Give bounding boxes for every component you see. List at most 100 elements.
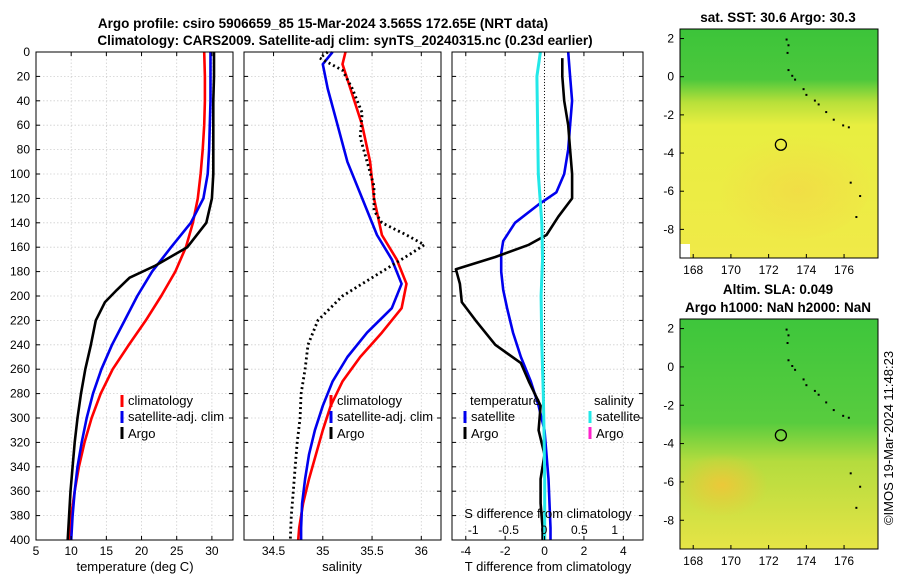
sst-map-nodata-block xyxy=(680,244,690,258)
difference-legend-temp-argo: Argo xyxy=(471,426,498,441)
m2-island-speck xyxy=(813,389,816,392)
m1-island-speck xyxy=(849,181,852,184)
m1-ytick-label: 2 xyxy=(667,32,674,46)
m2-island-speck xyxy=(817,393,820,396)
m1-island-speck xyxy=(859,195,862,198)
m1-island-speck xyxy=(855,216,858,219)
m2-island-speck xyxy=(842,414,845,417)
m1-island-speck xyxy=(786,51,789,54)
difference-legend-temp-satellite: satellite xyxy=(471,409,515,424)
p2-xtick-label: 36 xyxy=(415,544,429,558)
sla-map-frame xyxy=(679,318,879,550)
m1-ytick-label: -2 xyxy=(663,108,674,122)
difference-legend-salinity-title: salinity xyxy=(594,393,634,408)
depth-tick-label: 40 xyxy=(17,94,31,108)
depth-tick-label: 120 xyxy=(10,191,30,205)
p1-series-argo xyxy=(66,52,216,541)
m2-ytick-label: 2 xyxy=(667,322,674,336)
figure-title-line1: Argo profile: csiro 5906659_85 15-Mar-20… xyxy=(98,16,548,31)
salinity-panel: 34.5 35 35.5 36 salinity climatology satell… xyxy=(243,50,442,574)
difference-legend: temperature salinity satellite Argo sate… xyxy=(463,393,640,441)
temperature-xlabel: temperature (deg C) xyxy=(76,559,193,574)
depth-tick-label: 220 xyxy=(10,313,30,327)
difference-xlabel: T difference from climatology xyxy=(465,559,632,574)
p3-xtick-label: -4 xyxy=(460,544,471,558)
salinity-legend-satellite: satellite-adj. clim xyxy=(337,409,433,424)
m1-island-speck xyxy=(802,88,805,91)
m2-island-speck xyxy=(855,506,858,509)
depth-tick-label: 300 xyxy=(10,411,30,425)
m2-island-speck xyxy=(847,416,850,419)
difference-top-xtick-label: 1 xyxy=(611,523,618,537)
depth-tick-label: 400 xyxy=(10,533,30,547)
salinity-legend: climatology satellite-adj. clim Argo xyxy=(329,393,433,441)
m1-island-speck xyxy=(817,103,820,106)
m2-island-speck xyxy=(785,328,788,331)
depth-tick-label: 380 xyxy=(10,509,30,523)
sst-warm-patch xyxy=(710,130,870,240)
m2-island-speck xyxy=(832,409,835,412)
m2-island-speck xyxy=(794,368,797,371)
p2-xtick-label: 35.5 xyxy=(360,544,384,558)
m1-ytick-label: 0 xyxy=(667,70,674,84)
depth-tick-label: 160 xyxy=(10,240,30,254)
temperature-legend: climatology satellite-adj. clim Argo xyxy=(120,393,224,441)
m2-ytick-label: -8 xyxy=(663,513,674,527)
sla-argo-location-marker xyxy=(774,429,788,442)
m1-ytick-label: -8 xyxy=(663,222,674,236)
depth-tick-label: 340 xyxy=(10,460,30,474)
depth-tick-label: 200 xyxy=(10,289,30,303)
m2-island-speck xyxy=(791,365,794,367)
p1-xtick-label: 5 xyxy=(33,544,40,558)
depth-tick-label: 100 xyxy=(10,167,30,181)
difference-top-xtick-label: -0.5 xyxy=(498,523,519,537)
m2-island-speck xyxy=(786,342,789,344)
p3-xtick-label: -2 xyxy=(500,544,511,558)
m1-ytick-label: -4 xyxy=(663,146,674,160)
p1-xtick-label: 20 xyxy=(135,544,149,558)
temperature-legend-argo: Argo xyxy=(128,426,155,441)
p2-xtick-label: 35 xyxy=(316,544,330,558)
m1-island-speck xyxy=(794,78,797,81)
m2-xtick-label: 174 xyxy=(796,554,816,568)
sla-map-subtitle: Argo h1000: NaN h2000: NaN xyxy=(685,300,871,315)
difference-top-xtick-label: 0.5 xyxy=(571,523,588,537)
m1-xtick-label: 170 xyxy=(721,263,741,277)
m2-ytick-label: -2 xyxy=(663,398,674,412)
m1-island-speck xyxy=(787,44,790,47)
depth-tick-label: 320 xyxy=(10,435,30,449)
m2-island-speck xyxy=(787,334,790,337)
p1-xtick-label: 15 xyxy=(100,544,114,558)
m2-island-speck xyxy=(825,401,828,404)
depth-tick-label: 360 xyxy=(10,484,30,498)
m1-island-speck xyxy=(787,69,790,72)
p3-xtick-label: 4 xyxy=(620,544,627,558)
m2-island-speck xyxy=(802,378,805,381)
m2-ytick-label: 0 xyxy=(667,360,674,374)
sla-map-islands xyxy=(785,328,862,509)
difference-legend-sal-satellite: satellite xyxy=(596,409,640,424)
depth-tick-label: 240 xyxy=(10,338,30,352)
depth-tick-label: 60 xyxy=(17,118,31,132)
m2-island-speck xyxy=(787,359,790,362)
sla-map-panel: Altim. SLA: 0.049 Argo h1000: NaN h2000:… xyxy=(663,282,879,568)
m2-xtick-label: 172 xyxy=(759,554,779,568)
m1-ytick-label: -6 xyxy=(663,184,674,198)
p1-xtick-label: 25 xyxy=(170,544,184,558)
m2-ytick-label: -4 xyxy=(663,437,674,451)
difference-legend-sal-argo-label: Argo xyxy=(596,426,623,441)
m2-island-speck xyxy=(805,384,808,387)
sst-map-frame xyxy=(679,28,879,259)
m2-xtick-label: 176 xyxy=(834,554,854,568)
m2-xtick-label: 170 xyxy=(721,554,741,568)
depth-tick-label: 0 xyxy=(23,45,30,59)
m2-island-speck xyxy=(849,472,852,475)
m1-island-speck xyxy=(832,118,835,121)
difference-top-xtick-label: 0 xyxy=(541,523,548,537)
sst-argo-location-marker xyxy=(774,138,788,151)
p3-xtick-label: 0 xyxy=(541,544,548,558)
depth-tick-label: 180 xyxy=(10,265,30,279)
m1-island-speck xyxy=(791,74,794,77)
sst-map-islands xyxy=(785,38,862,219)
